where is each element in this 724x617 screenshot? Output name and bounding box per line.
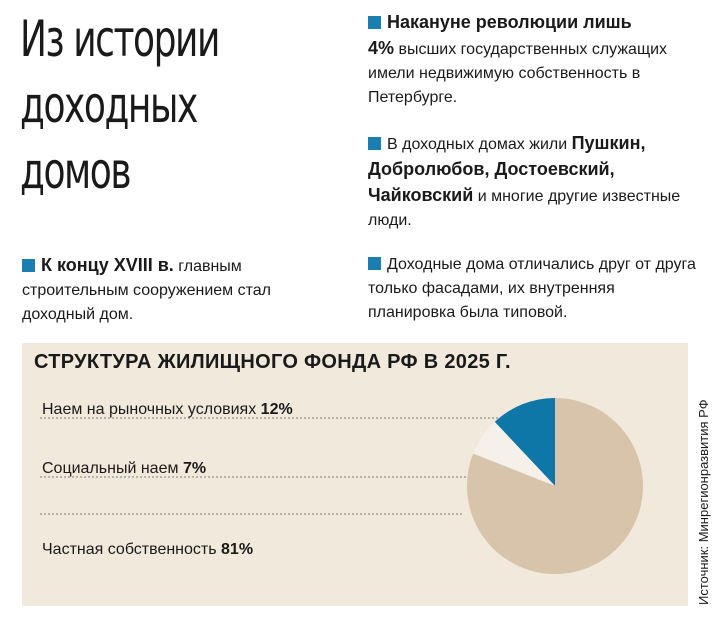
- bullet-square-icon: [368, 257, 381, 270]
- legend-value: 12%: [260, 401, 293, 418]
- fact-famous-text-a: В доходных домах жили: [387, 136, 572, 153]
- title-line-3: домов: [20, 142, 132, 200]
- legend-item-social-rent: Социальный наем 7%: [42, 460, 206, 478]
- chart-title: СТРУКТУРА ЖИЛИЩНОГО ФОНДА РФ В 2025 Г.: [34, 351, 511, 373]
- bullet-square-icon: [22, 259, 35, 272]
- title-line-2: доходных: [20, 76, 198, 134]
- legend-value: 81%: [221, 541, 254, 558]
- bullet-square-icon: [368, 16, 381, 29]
- page-title: Из истории доходных домов: [20, 6, 236, 204]
- legend-item-private-ownership: Частная собственность 81%: [42, 541, 253, 559]
- legend-label: Социальный наем: [42, 460, 179, 477]
- legend-item-market-rent: Наем на рыночных условиях 12%: [42, 401, 293, 419]
- fact-revolution-bold: Накануне революции лишь: [387, 12, 632, 32]
- fact-famous-residents: В доходных домах жили Пушкин, Добролюбов…: [368, 131, 708, 233]
- fact-18th-century: К концу XVIII в. главным строительным со…: [22, 253, 344, 327]
- fact-famous-text-b: и многие другие известные люди.: [368, 188, 681, 229]
- fact-18th-century-bold: К концу XVIII в.: [41, 255, 174, 275]
- pie-slice-market-rent: [494, 398, 555, 486]
- fact-famous-names: Пушкин, Добролюбов, Достоевский, Чайковс…: [368, 133, 646, 205]
- chart-panel: СТРУКТУРА ЖИЛИЩНОГО ФОНДА РФ В 2025 Г. Н…: [22, 343, 688, 606]
- fact-revolution: Накануне революции лишь 4% высших государ…: [368, 10, 698, 110]
- legend-value: 7%: [182, 460, 207, 477]
- fact-revolution-text: высших государственных служащих имели не…: [368, 41, 668, 106]
- legend-label: Наем на рыночных условиях: [42, 401, 257, 418]
- bullet-square-icon: [368, 137, 381, 150]
- fact-revolution-percent: 4%: [368, 38, 395, 58]
- title-line-1: Из истории: [20, 10, 220, 68]
- pie-slice-private-ownership: [467, 398, 643, 574]
- legend-label: Частная собственность: [42, 541, 217, 558]
- source-note: Источник: Минрегионразвития РФ: [696, 399, 711, 605]
- fact-18th-century-text: главным строительным сооружением стал до…: [22, 258, 272, 323]
- pie-slice-social-rent: [473, 421, 555, 486]
- fact-facades-text: Доходные дома отличались друг от друга т…: [368, 256, 696, 321]
- pie-chart: [40, 398, 643, 574]
- fact-facades: Доходные дома отличались друг от друга т…: [368, 253, 698, 325]
